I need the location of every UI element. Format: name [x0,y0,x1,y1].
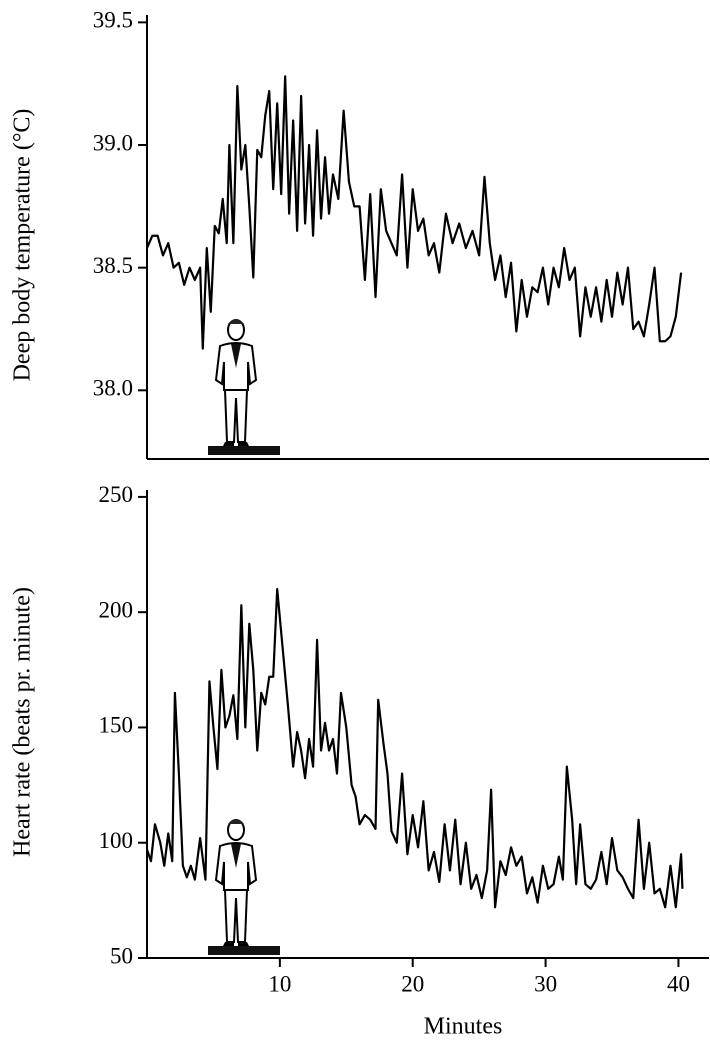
y-tick-label: 50 [110,943,133,968]
y-tick-label: 250 [99,482,134,507]
x-tick-label: 30 [534,971,557,996]
y-axis-label: Heart rate (beats pr. minute) [10,587,36,857]
x-tick-label: 20 [401,971,424,996]
y-tick-label: 38.0 [93,376,133,401]
y-tick-label: 150 [99,713,134,738]
x-tick-label: 10 [268,971,291,996]
x-tick-label: 40 [667,971,690,996]
y-tick-label: 39.5 [93,8,133,33]
x-axis-label: Minutes [424,1014,503,1040]
data-line [145,75,683,350]
y-axis-label: Deep body temperature (°C) [10,109,36,382]
person-icon [207,818,281,956]
person-icon [207,318,281,456]
data-line [145,588,684,909]
y-tick-label: 200 [99,597,134,622]
y-tick-label: 100 [99,828,134,853]
y-tick-label: 38.5 [93,253,133,278]
y-tick-label: 39.0 [93,130,133,155]
